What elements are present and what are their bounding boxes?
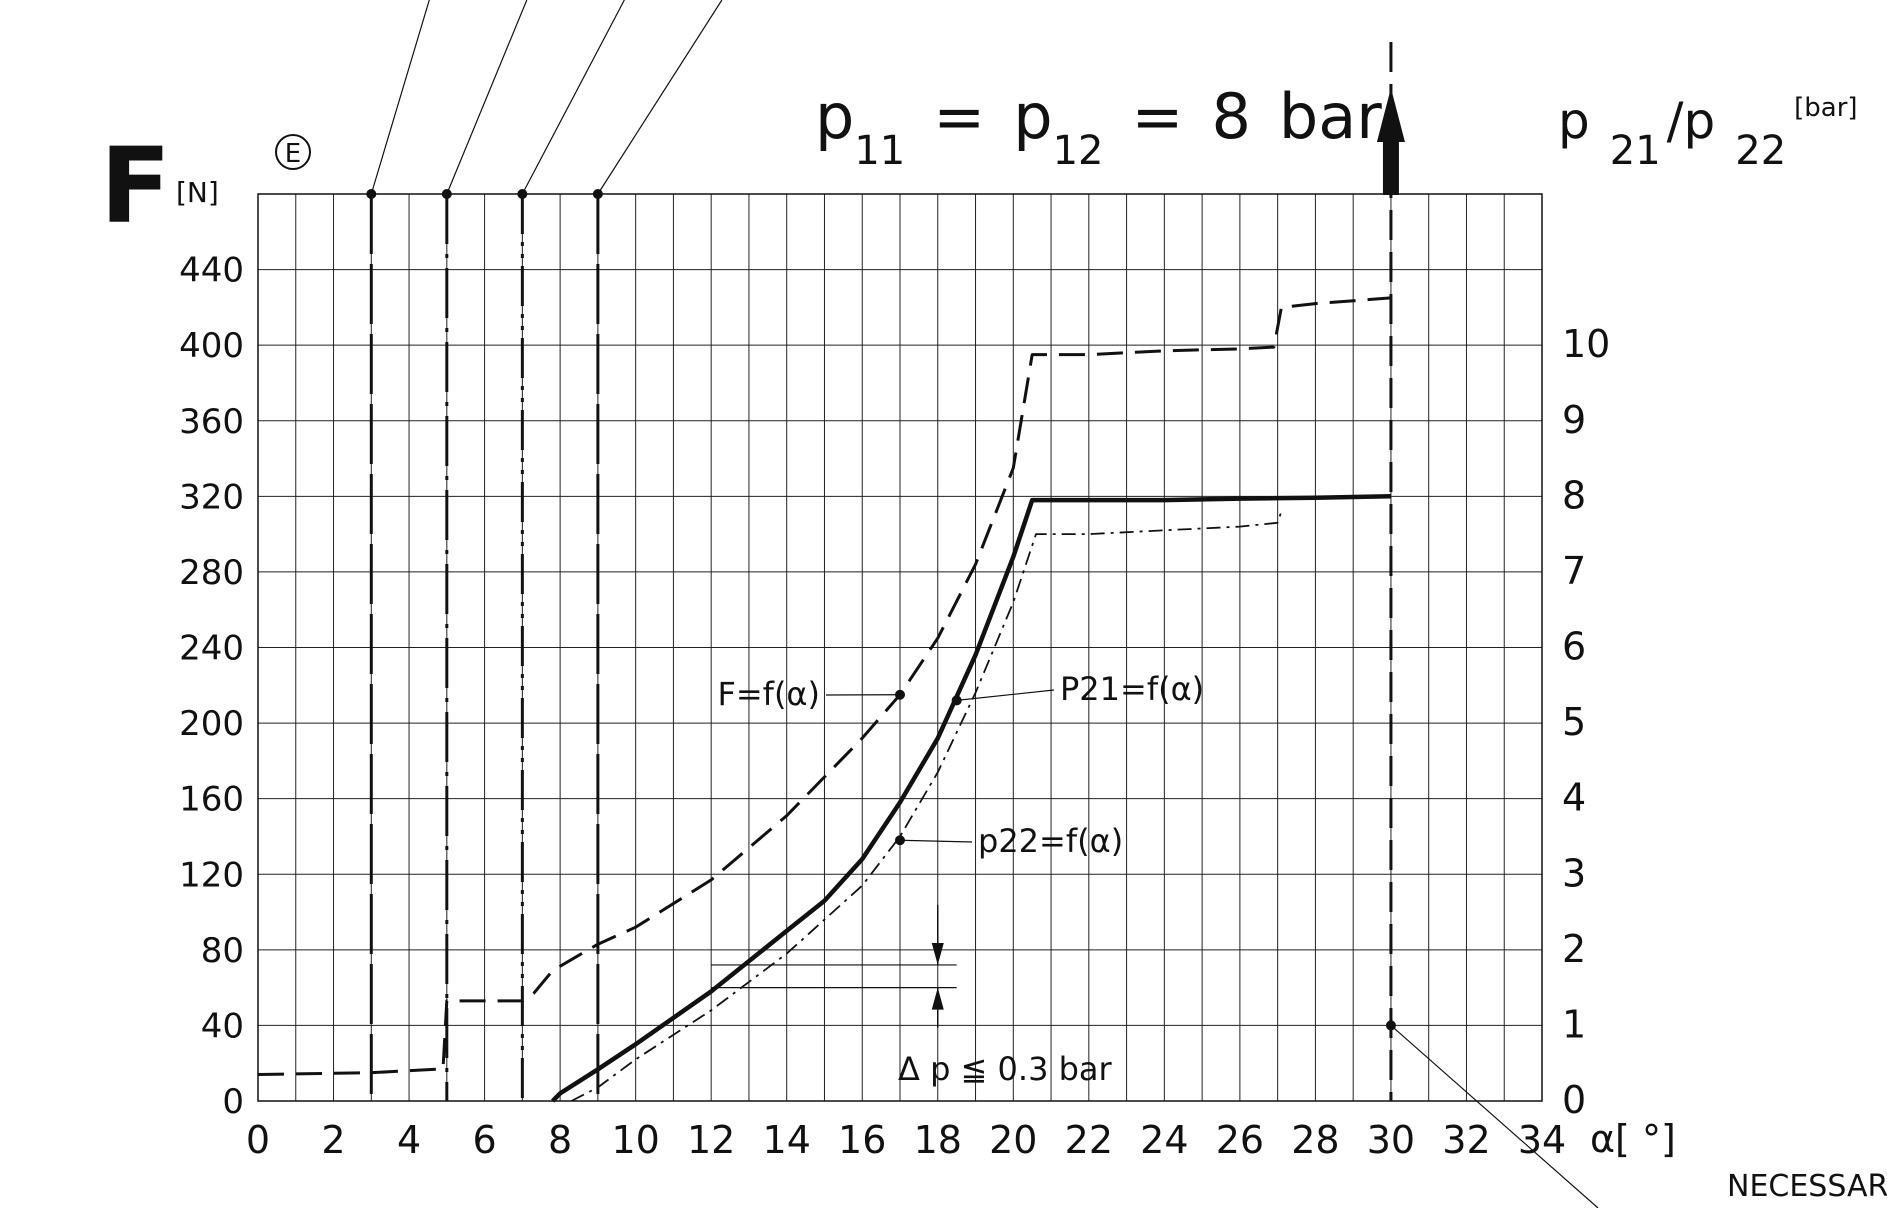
p22-curve-label-leader [899, 839, 973, 843]
right-tick-label: 3 [1562, 851, 1586, 895]
right-tick-label: 8 [1562, 473, 1586, 517]
p21-curve-label-leader [956, 689, 1055, 702]
title-p-a: p [815, 80, 854, 153]
x-tick-label: 22 [1065, 1118, 1113, 1162]
x-tick-label: 4 [397, 1118, 421, 1162]
x-tick-label: 0 [246, 1118, 270, 1162]
delta-p-label: Δ p ≦ 0.3 bar [898, 1050, 1113, 1088]
right-label-slash: /p [1667, 92, 1716, 150]
x-tick-label: 18 [914, 1118, 962, 1162]
left-tick-label: 320 [179, 477, 244, 517]
right-label-p-a: p [1558, 92, 1590, 150]
left-tick-label: 280 [179, 553, 244, 593]
x-tick-label: 34 [1518, 1118, 1566, 1162]
limit-arrow-head [1376, 88, 1405, 142]
svg-text:E: E [285, 139, 301, 169]
circled-e-marker: E [275, 134, 311, 170]
vertical-marker-leader [521, 0, 625, 195]
left-tick-label: 120 [179, 855, 244, 895]
p21-curve-label: P21=f(α) [1060, 670, 1204, 708]
delta-p-arrow-bottom-head [931, 987, 944, 1010]
left-tick-label: 80 [201, 931, 244, 971]
left-axis-ticks: 0 40 80 120 160 200 240 280 320 360 400 440 [179, 251, 244, 1122]
left-tick-label: 360 [179, 402, 244, 442]
f-curve-label: F=f(α) [717, 675, 820, 713]
right-axis-label: p 21/p 22 [bar] [1558, 92, 1858, 174]
x-axis-ticks: 0 2 4 6 8 10 12 14 16 18 20 22 24 26 28 30 32 34 [246, 1118, 1566, 1162]
title-p-b: p [1013, 80, 1052, 153]
vertical-markers [366, 0, 1599, 1208]
x-tick-label: 8 [548, 1118, 572, 1162]
x-tick-label: 26 [1216, 1118, 1264, 1162]
right-label-unit: [bar] [1794, 93, 1857, 123]
title-eq-a: = [933, 80, 985, 153]
right-tick-label: 4 [1562, 776, 1586, 820]
series-line [570, 511, 1283, 1102]
left-tick-label: 200 [179, 704, 244, 744]
title-value: 8 [1211, 80, 1250, 153]
left-tick-label: 160 [179, 780, 244, 820]
title-sub-b: 12 [1053, 128, 1104, 174]
right-tick-label: 1 [1562, 1002, 1586, 1046]
limit-arrow-shaft [1382, 135, 1399, 195]
right-tick-label: 6 [1562, 625, 1586, 669]
left-tick-label: 0 [222, 1082, 244, 1122]
right-tick-label: 0 [1562, 1078, 1586, 1122]
x-tick-label: 24 [1140, 1118, 1188, 1162]
right-tick-label: 2 [1562, 927, 1586, 971]
left-tick-label: 240 [179, 629, 244, 669]
delta-p-arrow-top-head [931, 942, 944, 965]
vertical-marker-leader [446, 0, 528, 195]
series-layer [257, 296, 1392, 1103]
x-tick-label: 30 [1367, 1118, 1415, 1162]
x-tick-label: 20 [989, 1118, 1037, 1162]
x-tick-label: 2 [321, 1118, 345, 1162]
right-tick-label: 7 [1562, 549, 1586, 593]
right-tick-label: 5 [1562, 700, 1586, 744]
x-tick-label: 12 [687, 1118, 735, 1162]
x-axis-label: α[ °] [1590, 1117, 1676, 1161]
vertical-marker-leader [597, 0, 723, 195]
title-eq-b: = [1131, 80, 1183, 153]
x-tick-label: 6 [472, 1118, 496, 1162]
left-axis-unit: [N] [176, 176, 219, 209]
title-unit: bar [1279, 80, 1382, 153]
right-tick-label: 10 [1562, 322, 1610, 366]
x-tick-label: 14 [763, 1118, 811, 1162]
left-tick-label: 440 [179, 251, 244, 291]
vertical-marker-leader [370, 0, 430, 195]
x-tick-label: 28 [1291, 1118, 1339, 1162]
p22-curve-label: p22=f(α) [978, 822, 1123, 860]
right-label-sub-b: 22 [1735, 128, 1786, 174]
right-axis-ticks: 0 1 2 3 4 5 6 7 8 9 10 [1562, 322, 1610, 1122]
series-line [550, 494, 1391, 1103]
plot-frame [257, 193, 1543, 1102]
limit-line-leader [1390, 1024, 1599, 1208]
x-tick-label: 16 [838, 1118, 886, 1162]
series-line [257, 296, 1392, 1076]
x-tick-label: 10 [611, 1118, 659, 1162]
necessary-note: NECESSARY [1727, 1169, 1887, 1204]
left-tick-label: 400 [179, 326, 244, 366]
title-sub-a: 11 [854, 128, 905, 174]
right-tick-label: 9 [1562, 398, 1586, 442]
left-axis-label: F [100, 125, 171, 247]
annotations: F=f(α) P21=f(α) p22=f(α) Δ p ≦ 0.3 bar [711, 670, 1204, 1088]
chart-title: p11 = p12 = 8 bar [815, 80, 1382, 174]
x-tick-label: 32 [1442, 1118, 1490, 1162]
left-tick-label: 40 [201, 1006, 244, 1046]
right-label-sub-a: 21 [1610, 128, 1661, 174]
